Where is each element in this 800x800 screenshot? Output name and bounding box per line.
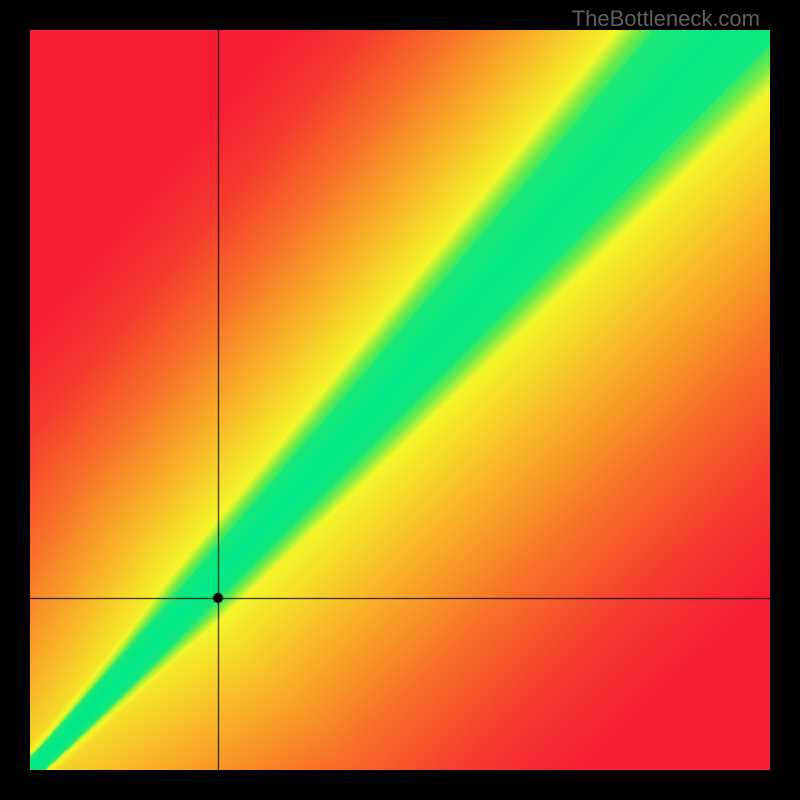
heatmap-canvas (30, 30, 770, 770)
watermark-text: TheBottleneck.com (572, 6, 760, 32)
heatmap-plot (30, 30, 770, 770)
